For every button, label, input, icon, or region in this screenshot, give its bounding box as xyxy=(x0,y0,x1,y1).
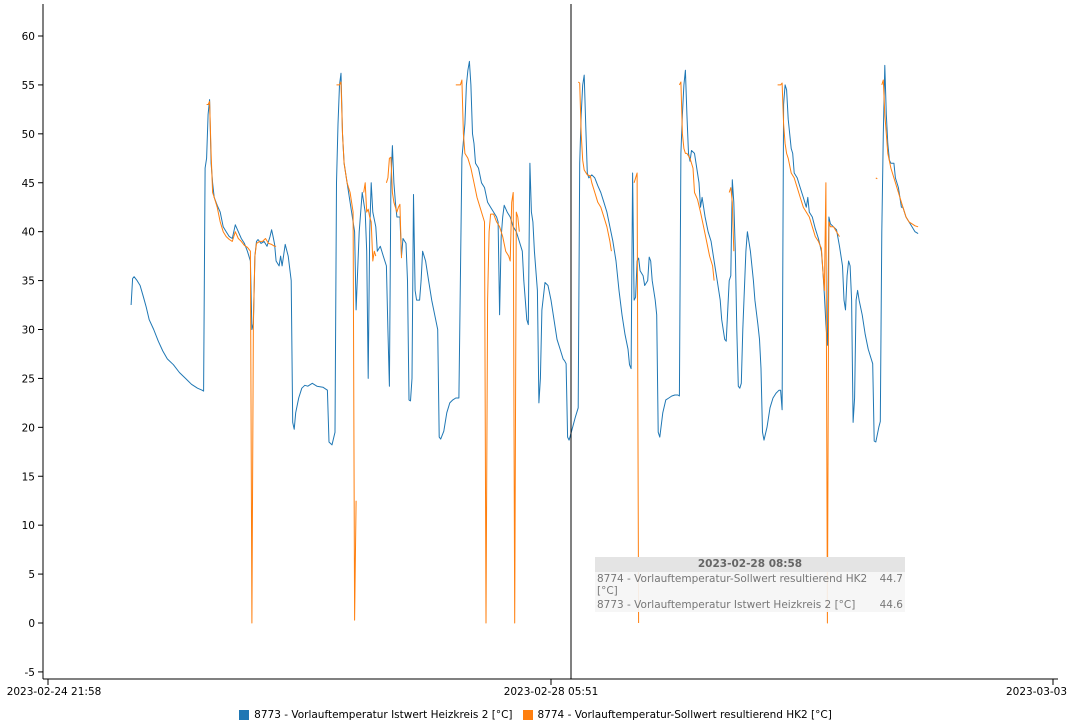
legend-item-istwert[interactable]: 8773 - Vorlauftemperatur Istwert Heizkre… xyxy=(239,707,513,723)
tooltip-row-value: 44.6 xyxy=(879,599,903,611)
x-tick-label: 2023-02-28 05:51 xyxy=(504,686,599,698)
tooltip-title: 2023-02-28 08:58 xyxy=(595,557,905,572)
legend-swatch-sollwert xyxy=(522,710,533,720)
series-line-sollwert xyxy=(206,79,919,624)
line-chart[interactable]: -5 0 5 10 15 20 25 30 35 40 45 50 55 60 2023-02-24 21:… xyxy=(0,0,1071,705)
y-tick-label: 55 xyxy=(22,80,35,92)
chart-plot-area xyxy=(130,60,919,624)
y-tick-label: 50 xyxy=(22,129,35,141)
y-tick-label: -5 xyxy=(25,667,35,679)
y-tick-label: 45 xyxy=(22,178,35,190)
y-tick-label: 20 xyxy=(22,422,35,434)
series-line-istwert xyxy=(130,60,919,446)
y-tick-label: 35 xyxy=(22,276,35,288)
y-tick-label: 30 xyxy=(22,325,35,337)
y-tick-label: 60 xyxy=(22,31,35,43)
y-tick-label: 15 xyxy=(22,471,35,483)
legend-label-istwert: 8773 - Vorlauftemperatur Istwert Heizkre… xyxy=(254,709,513,721)
chart-axes: -5 0 5 10 15 20 25 30 35 40 45 50 55 60 2023-02-24 21:… xyxy=(7,4,1067,698)
y-tick-label: 10 xyxy=(22,520,35,532)
chart-legend: 8773 - Vorlauftemperatur Istwert Heizkre… xyxy=(0,707,1071,723)
y-tick-label: 40 xyxy=(22,227,35,239)
legend-item-sollwert[interactable]: 8774 - Vorlauftemperatur-Sollwert result… xyxy=(522,707,832,723)
legend-label-sollwert: 8774 - Vorlauftemperatur-Sollwert result… xyxy=(537,709,832,721)
y-tick-label: 5 xyxy=(28,569,35,581)
legend-swatch-istwert xyxy=(239,710,250,720)
tooltip-row: 8774 - Vorlauftemperatur-Sollwert result… xyxy=(595,572,905,598)
hover-tooltip: 2023-02-28 08:58 8774 - Vorlauftemperatu… xyxy=(595,557,905,612)
y-tick-label: 25 xyxy=(22,373,35,385)
tooltip-row-label: 8773 - Vorlauftemperatur Istwert Heizkre… xyxy=(597,599,856,611)
x-tick-label: 2023-03-03 xyxy=(1006,686,1067,698)
tooltip-row-value: 44.7 xyxy=(879,573,903,585)
y-tick-label: 0 xyxy=(28,618,35,630)
tooltip-row-label: 8774 - Vorlauftemperatur-Sollwert result… xyxy=(597,573,868,597)
x-tick-label: 2023-02-24 21:58 xyxy=(7,686,102,698)
tooltip-row: 8773 - Vorlauftemperatur Istwert Heizkre… xyxy=(595,598,905,612)
